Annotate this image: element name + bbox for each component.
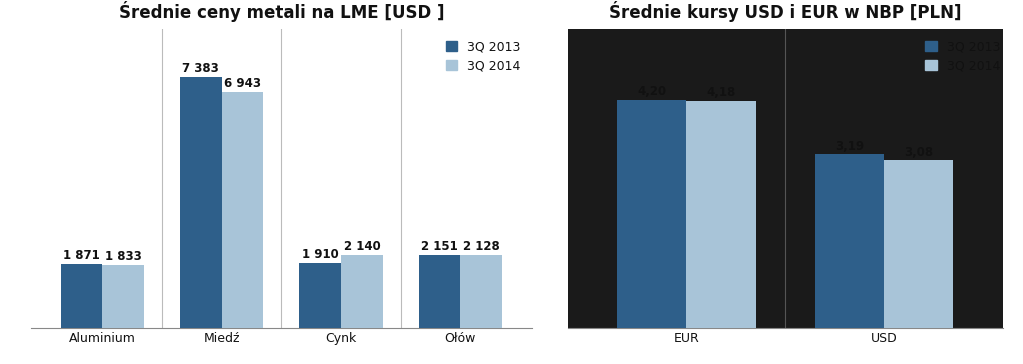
Text: 7 383: 7 383: [182, 62, 219, 75]
Bar: [102, 265, 144, 328]
Text: 3,19: 3,19: [835, 140, 864, 153]
Text: 4,20: 4,20: [637, 85, 666, 98]
Text: 3,08: 3,08: [904, 146, 933, 159]
Bar: [418, 255, 460, 328]
Bar: [460, 256, 502, 328]
Text: 6 943: 6 943: [224, 77, 261, 90]
Text: 1 910: 1 910: [302, 248, 339, 261]
Text: 4,18: 4,18: [706, 86, 736, 99]
Bar: [814, 154, 884, 328]
Bar: [686, 101, 756, 328]
Bar: [617, 100, 686, 328]
Text: 2 140: 2 140: [344, 240, 381, 253]
Text: 2 128: 2 128: [462, 240, 499, 253]
Bar: [300, 263, 341, 328]
Text: 1 871: 1 871: [63, 249, 100, 262]
Bar: [222, 92, 264, 328]
Legend: 3Q 2013, 3Q 2014: 3Q 2013, 3Q 2014: [441, 35, 526, 78]
Title: Średnie ceny metali na LME [USD ]: Średnie ceny metali na LME [USD ]: [119, 1, 444, 22]
Text: 2 151: 2 151: [421, 240, 458, 253]
Bar: [180, 77, 222, 328]
Title: Średnie kursy USD i EUR w NBP [PLN]: Średnie kursy USD i EUR w NBP [PLN]: [609, 1, 962, 22]
Bar: [60, 264, 102, 328]
Legend: 3Q 2013, 3Q 2014: 3Q 2013, 3Q 2014: [921, 35, 1005, 78]
Bar: [341, 255, 383, 328]
Text: 1 833: 1 833: [104, 250, 141, 264]
Bar: [884, 161, 953, 328]
